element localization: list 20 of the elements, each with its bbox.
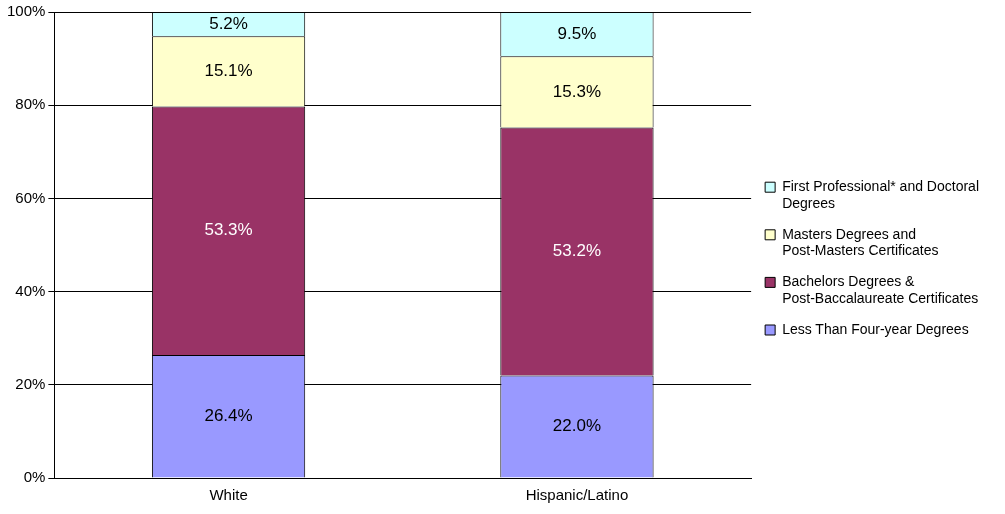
text: 53.2%: [552, 241, 602, 261]
y-tick-label: 80%: [15, 95, 46, 113]
text: 15.1%: [204, 61, 253, 81]
y-tick-label: 20%: [15, 374, 46, 392]
legend-label: Bachelors Degrees & Post-Baccalaureate Certificates: [782, 273, 979, 307]
x-tick-label: Hispanic/Latino: [525, 486, 629, 504]
y-tick-label: 0%: [23, 468, 46, 486]
legend-label: Masters Degrees and Post-Masters Certificates: [782, 225, 939, 259]
legend-label: Less Than Four-year Degrees: [782, 320, 969, 337]
x-tick-label: White: [209, 486, 248, 504]
text: 26.4%: [204, 405, 253, 425]
y-tick-label: 40%: [15, 281, 46, 299]
y-tick-label: 60%: [15, 188, 46, 206]
text: 9.5%: [557, 23, 597, 43]
legend-label: First Professional* and Doctoral Degrees: [782, 178, 980, 211]
text: 22.0%: [552, 416, 602, 436]
text: 15.3%: [552, 81, 602, 101]
text: 53.3%: [204, 220, 253, 240]
y-tick-label: 100%: [6, 2, 46, 20]
text: 5.2%: [209, 13, 248, 33]
